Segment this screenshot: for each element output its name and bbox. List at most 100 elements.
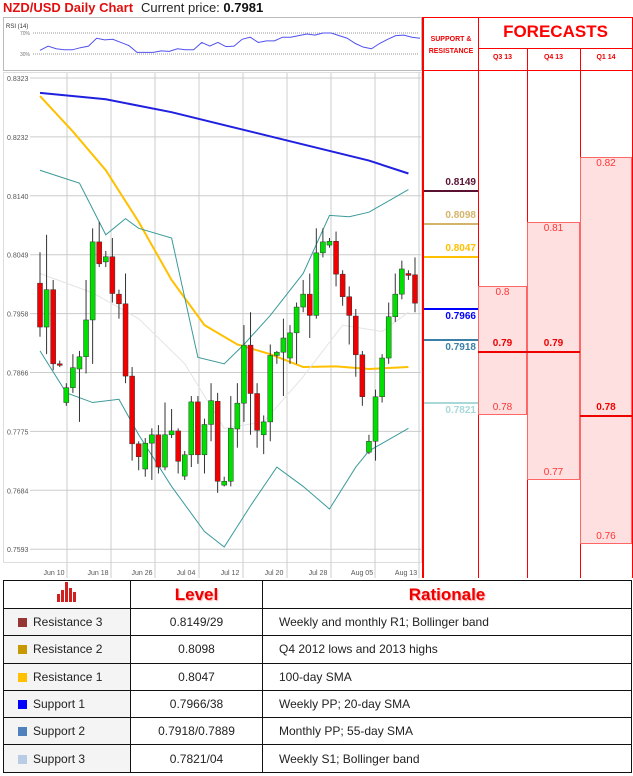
- candle: [399, 260, 405, 300]
- candle: [228, 396, 234, 487]
- candle: [89, 228, 96, 364]
- candle: [287, 325, 293, 364]
- sr-line: [424, 223, 478, 226]
- forecast-low: 0.78: [492, 402, 513, 414]
- candle: [313, 228, 320, 319]
- candle: [379, 354, 385, 403]
- forecast-mid-line: [478, 350, 527, 353]
- candle: [359, 350, 366, 406]
- candle: [181, 450, 188, 480]
- candle: [280, 318, 287, 397]
- sr-line: [424, 339, 478, 342]
- chart-title: NZD/USD Daily Chart Current price: 0.7981: [3, 0, 263, 15]
- x-tick-label: Aug 13: [395, 570, 417, 577]
- candle: [122, 273, 129, 384]
- candle: [76, 350, 83, 422]
- level-name: Resistance 1: [33, 669, 103, 684]
- forecast-high: 0.8: [495, 287, 510, 299]
- candle: [188, 396, 195, 468]
- candle: [56, 360, 63, 368]
- level-name-cell: Resistance 1: [3, 662, 131, 691]
- sr-line: [424, 401, 478, 404]
- level-value: 0.8149/29: [130, 607, 263, 637]
- color-swatch: [18, 618, 27, 628]
- rationale: Q4 2012 lows and 2013 highs: [262, 635, 632, 664]
- price-label: Current price:: [141, 0, 220, 15]
- y-tick-label: 0.7775: [7, 429, 29, 436]
- candle: [392, 273, 399, 322]
- rsi-panel: [3, 17, 422, 71]
- forecast-mid: 0.79: [543, 337, 564, 349]
- candle: [195, 396, 201, 464]
- color-swatch: [18, 700, 27, 710]
- level-name: Support 1: [33, 697, 86, 712]
- quarter-label: Q4 13: [543, 54, 564, 61]
- sr-value: 0.7918: [445, 342, 476, 354]
- rationale: Weekly S1; Bollinger band: [262, 744, 632, 773]
- sr-value: 0.8149: [445, 177, 476, 189]
- level-name: Resistance 3: [33, 615, 103, 630]
- rsi-level-label: 30%: [20, 52, 31, 58]
- bar-chart-icon: [57, 582, 76, 602]
- x-tick-label: Jun 26: [131, 570, 152, 577]
- level-value: 0.8047: [130, 662, 263, 691]
- candle: [116, 289, 122, 319]
- rsi-label: RSI (14): [6, 24, 28, 30]
- rationale-header: Rationale: [262, 580, 632, 609]
- candle: [234, 383, 241, 448]
- candle: [320, 228, 326, 258]
- level-value: 0.7821/04: [130, 744, 263, 773]
- candle: [175, 428, 181, 474]
- table-row: Support 1 0.7966/38 Weekly PP; 20-day SMA: [3, 689, 632, 719]
- y-tick-label: 0.8140: [7, 194, 29, 201]
- level-name-cell: Resistance 2: [3, 635, 131, 664]
- level-value: 0.7918/0.7889: [130, 717, 263, 746]
- table-row: Resistance 1 0.8047 100-day SMA: [3, 662, 632, 691]
- candle: [43, 234, 50, 355]
- sma-line-grey: [39, 273, 409, 429]
- rsi-line: [39, 32, 421, 53]
- levels-table: Level Rationale Resistance 3 0.8149/29 Wee…: [3, 580, 632, 773]
- level-value: 0.7966/38: [130, 689, 263, 719]
- candle: [155, 425, 162, 474]
- price-chart: RSI (14)70% 30% 0.8323 0.8232 0.8140 0.8049 0.…: [3, 17, 422, 578]
- level-value: 0.8098: [130, 635, 263, 664]
- sr-line: [424, 190, 478, 193]
- candle: [306, 273, 313, 339]
- icon-header: [3, 580, 131, 609]
- sr-value: 0.8047: [445, 243, 476, 255]
- forecasts-header: FORECASTS: [503, 22, 608, 41]
- rationale: Monthly PP; 55-day SMA: [262, 717, 632, 746]
- candle: [267, 344, 274, 442]
- candle: [405, 270, 412, 280]
- candle: [300, 279, 306, 313]
- candle: [293, 302, 300, 364]
- sr-line: [424, 256, 478, 259]
- level-name-cell: Support 1: [3, 689, 131, 719]
- forecast-mid: 0.78: [596, 402, 616, 414]
- quarter-label: Q1 14: [596, 54, 616, 61]
- forecast-low: 0.76: [596, 531, 616, 543]
- y-tick-label: 0.7684: [7, 488, 29, 495]
- x-tick-label: Aug 05: [351, 570, 373, 577]
- table-row: Support 3 0.7821/04 Weekly S1; Bollinger b…: [3, 744, 632, 773]
- candle: [201, 418, 208, 474]
- plot-area: [3, 72, 422, 563]
- x-tick-label: Jun 10: [43, 570, 64, 577]
- sma-line-blue: [39, 91, 409, 175]
- candle: [70, 354, 76, 393]
- color-swatch: [18, 754, 27, 764]
- candle: [254, 383, 260, 448]
- sr-header: SUPPORT & RESISTANCE: [428, 36, 474, 55]
- candle: [241, 325, 247, 422]
- candle: [142, 438, 149, 477]
- sr-line: [424, 308, 478, 311]
- color-swatch: [18, 672, 27, 682]
- forecast-mid-line: [527, 350, 580, 353]
- candle: [339, 270, 346, 306]
- forecast-mid-line: [580, 415, 632, 418]
- candle: [326, 238, 333, 248]
- candle: [214, 392, 221, 493]
- candle: [274, 350, 280, 364]
- forecast-high: 0.82: [596, 158, 616, 170]
